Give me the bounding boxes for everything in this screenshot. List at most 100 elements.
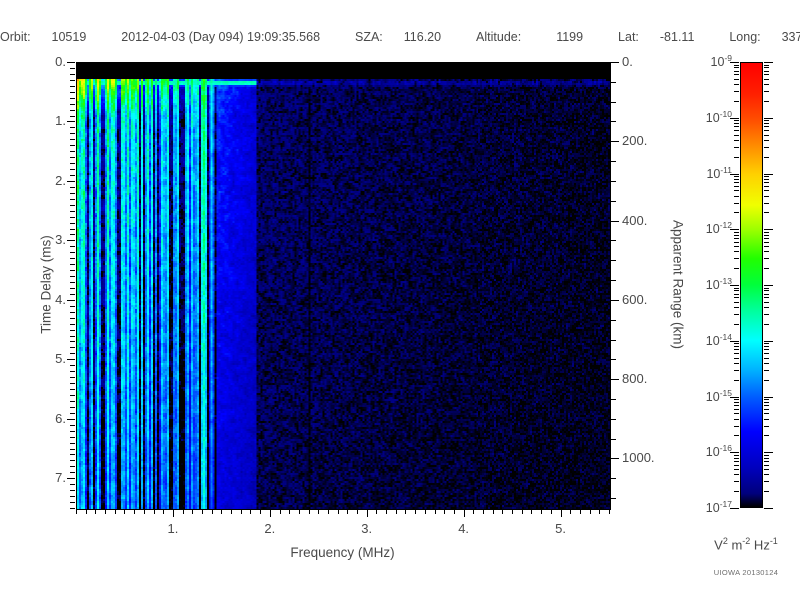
y-axis-left-minor-tick [70, 98, 75, 99]
y-axis-left-minor-tick [70, 389, 75, 390]
colorbar-minor-tick [764, 251, 769, 252]
y-axis-left-minor-tick [70, 217, 75, 218]
colorbar-minor-tick [734, 176, 739, 177]
colorbar-minor-tick [734, 84, 739, 85]
colorbar-minor-tick [734, 455, 739, 456]
x-axis-minor-tick [405, 509, 406, 514]
y-axis-right-minor-tick [611, 320, 616, 321]
x-axis-title: Frequency (MHz) [290, 545, 395, 560]
x-axis-minor-tick [124, 509, 125, 514]
colorbar-major-tick [730, 118, 739, 119]
colorbar-minor-tick [764, 157, 769, 158]
y-axis-right-minor-tick [611, 439, 616, 440]
y-axis-left-minor-tick [70, 110, 75, 111]
y-axis-left-minor-tick [70, 353, 75, 354]
y-axis-right-minor-tick [611, 102, 616, 103]
colorbar-minor-tick [764, 481, 769, 482]
credit-footer: UIOWA 20130124 [713, 568, 779, 577]
y-axis-right-minor-tick [611, 161, 616, 162]
colorbar-tick-label: 10-17 [684, 499, 732, 515]
colorbar-minor-tick [734, 343, 739, 344]
x-axis-tick-label: 4. [458, 521, 470, 536]
colorbar-minor-tick [734, 147, 739, 148]
colorbar-minor-tick [734, 157, 739, 158]
colorbar-mantissa: 10 [705, 278, 720, 293]
colorbar-minor-tick [734, 140, 739, 141]
y-axis-right-major-tick [611, 221, 619, 222]
colorbar-minor-tick [764, 380, 769, 381]
observation-datetime: 2012-04-03 (Day 094) 19:09:35.568 [121, 30, 321, 44]
y-axis-left-major-tick [67, 181, 75, 182]
y-axis-left-minor-tick [70, 151, 75, 152]
altitude-label: Altitude: [476, 30, 522, 44]
colorbar-minor-tick [734, 409, 739, 410]
x-axis-minor-tick [376, 509, 377, 514]
colorbar-minor-tick [734, 302, 739, 303]
colorbar-tick-label: 10-16 [684, 443, 732, 459]
colorbar-major-tick [730, 285, 739, 286]
colorbar-minor-tick [764, 469, 769, 470]
y-axis-right-minor-tick [611, 359, 616, 360]
y-axis-left-minor-tick [70, 449, 75, 450]
y-axis-left-tick-label: 7. [55, 470, 66, 486]
y-axis-left-tick-label: 5. [55, 351, 66, 367]
x-axis-minor-tick [144, 509, 145, 514]
x-axis-minor-tick [183, 509, 184, 514]
y-axis-left-minor-tick [70, 460, 75, 461]
y-axis-right-tick-label: 800. [622, 371, 648, 387]
y-axis-left-minor-tick [70, 401, 75, 402]
colorbar-minor-tick [734, 190, 739, 191]
colorbar-minor-tick [764, 426, 769, 427]
colorbar-minor-tick [734, 346, 739, 347]
y-axis-left-minor-tick [70, 383, 75, 384]
colorbar-minor-tick [764, 324, 769, 325]
y-axis-left-minor-tick [70, 324, 75, 325]
colorbar-minor-tick [734, 413, 739, 414]
y-axis-left-minor-tick [70, 187, 75, 188]
colorbar-tick-label: 10-11 [684, 165, 732, 181]
colorbar-minor-tick [734, 65, 739, 66]
colorbar-minor-tick [764, 358, 769, 359]
spectrogram-heatmap [77, 63, 610, 509]
x-axis-major-tick [367, 509, 368, 517]
y-axis-left-minor-tick [70, 145, 75, 146]
colorbar-minor-tick [764, 343, 769, 344]
colorbar-minor-tick [764, 186, 769, 187]
altitude-value: 1199 [556, 30, 584, 44]
colorbar-minor-tick [764, 212, 769, 213]
colorbar-major-tick [730, 229, 739, 230]
colorbar-minor-tick [764, 405, 769, 406]
colorbar-major-tick [730, 62, 739, 63]
colorbar-exponent: -10 [719, 108, 732, 119]
y-axis-right-minor-tick [611, 280, 616, 281]
colorbar-minor-tick [734, 399, 739, 400]
x-axis-minor-tick [105, 509, 106, 514]
y-axis-left-minor-tick [70, 443, 75, 444]
colorbar-minor-tick [764, 294, 769, 295]
x-axis-minor-tick [493, 509, 494, 514]
y-axis-left-minor-tick [70, 199, 75, 200]
colorbar-minor-tick [734, 419, 739, 420]
y-axis-left-minor-tick [70, 104, 75, 105]
x-axis-minor-tick [357, 509, 358, 514]
colorbar-minor-tick [764, 346, 769, 347]
lat-label: Lat: [618, 30, 639, 44]
x-axis-major-tick [173, 509, 174, 517]
colorbar-minor-tick [734, 290, 739, 291]
y-axis-left-major-tick [67, 478, 75, 479]
colorbar-minor-tick [734, 268, 739, 269]
colorbar-major-tick [764, 174, 773, 175]
colorbar-minor-tick [764, 461, 769, 462]
y-axis-right-major-tick [611, 300, 619, 301]
y-axis-left-major-tick [67, 240, 75, 241]
y-axis-right-major-tick [611, 379, 619, 380]
colorbar-tick-label: 10-10 [684, 109, 732, 125]
colorbar-mantissa: 10 [705, 222, 720, 237]
y-axis-left-title: Time Delay (ms) [38, 235, 54, 334]
x-axis-minor-tick [134, 509, 135, 514]
y-axis-left-minor-tick [70, 413, 75, 414]
x-axis-minor-tick [76, 509, 77, 514]
unit-v-exp: 2 [722, 536, 728, 546]
colorbar-exponent: -9 [724, 53, 732, 63]
colorbar-minor-tick [734, 242, 739, 243]
